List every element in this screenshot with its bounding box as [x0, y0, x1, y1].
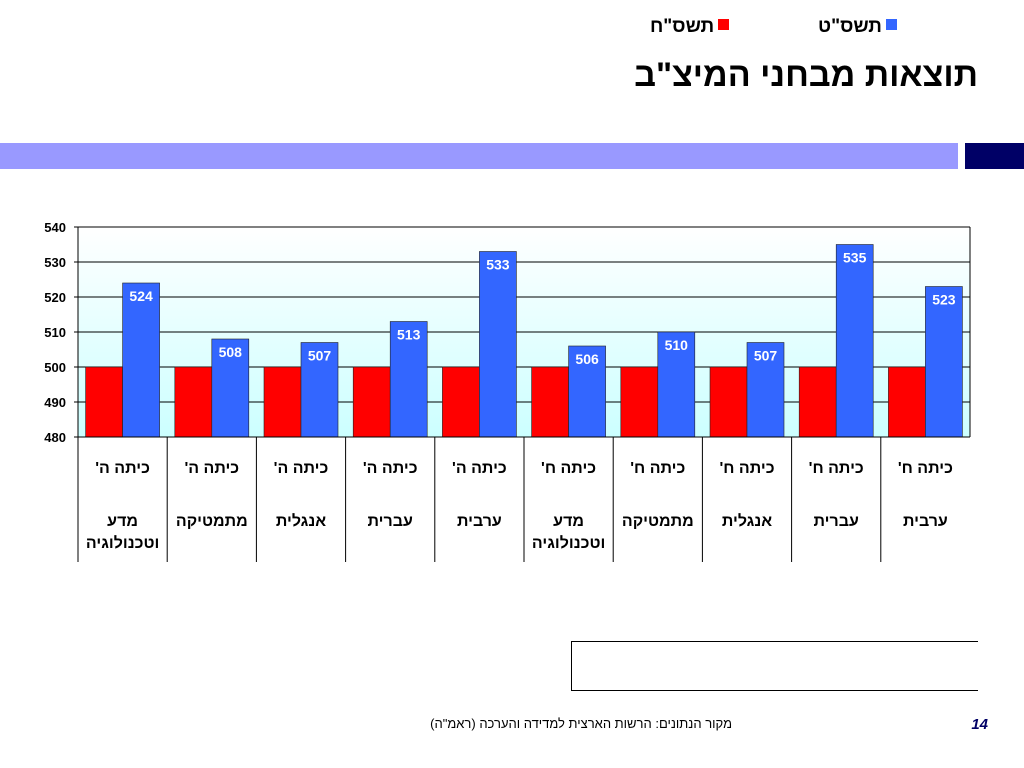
- header-band: [0, 143, 958, 169]
- bar-series-1: [122, 282, 160, 438]
- bar-series-0: [85, 366, 123, 438]
- y-tick-label: 540: [44, 220, 66, 235]
- x-tick-label-subject: ערבית: [903, 513, 948, 530]
- slide-title: תוצאות מבחני המיצ"ב: [634, 56, 978, 94]
- x-tick-label-grade: כיתה ח': [809, 460, 864, 477]
- header-band-accent: [965, 143, 1024, 169]
- data-label: 533: [486, 257, 510, 273]
- data-label: 508: [219, 344, 243, 360]
- bar-series-0: [352, 366, 391, 438]
- bar-series-1: [300, 342, 339, 438]
- x-tick-label-grade: כיתה ה': [274, 460, 329, 477]
- legend-swatch-series-0: [718, 19, 730, 31]
- bar-series-0: [888, 366, 926, 438]
- x-tick-label-grade: כיתה ח': [719, 460, 774, 477]
- bar-series-1: [657, 331, 696, 438]
- bar-series-1: [835, 244, 874, 438]
- bar-series-0: [263, 366, 302, 438]
- x-tick-label-grade: כיתה ה': [363, 460, 418, 477]
- x-tick-label-subject: עברית: [814, 513, 859, 530]
- x-tick-label-subject: עברית: [368, 513, 413, 530]
- data-label: 523: [932, 292, 956, 308]
- bar-series-0: [442, 366, 480, 438]
- bar-series-0: [620, 366, 659, 438]
- x-tick-label-subject: מתמטיקה: [176, 513, 248, 530]
- bar-series-0: [174, 366, 213, 438]
- x-tick-label-grade: כיתה ח': [898, 460, 953, 477]
- bar-chart: 480 490 500 510 520 530 540 524 508 507 513 533 506 5…: [44, 220, 971, 562]
- data-label: 513: [397, 327, 421, 343]
- data-label: 535: [843, 250, 867, 266]
- x-tick-label-subject: מדע: [553, 513, 584, 530]
- bar-series-0: [531, 366, 569, 438]
- legend-label-series-1: תשס"ט: [818, 16, 882, 37]
- x-tick-label-subject: אנגלית: [722, 512, 772, 530]
- y-tick-label: 510: [44, 325, 66, 340]
- bar-series-1: [746, 342, 785, 438]
- data-label: 507: [308, 348, 332, 364]
- legend-item-series-1: תשס"ט: [818, 16, 897, 38]
- y-tick-label: 530: [44, 255, 66, 270]
- data-label: 524: [129, 288, 153, 304]
- legend-label-series-0: תשס"ח: [650, 16, 715, 37]
- x-tick-label-subject: ערבית: [457, 513, 502, 530]
- bar-series-1: [389, 321, 428, 438]
- x-tick-label-grade: כיתה ח': [541, 460, 596, 477]
- bar-series-1: [568, 345, 606, 438]
- y-tick-label: 500: [44, 360, 66, 375]
- x-tick-label-subject: וטכנולוגיה: [86, 534, 159, 552]
- bar-series-1: [925, 286, 963, 438]
- data-label: 507: [754, 348, 778, 364]
- x-tick-label-subject: וטכנולוגיה: [532, 534, 605, 552]
- x-tick-label-grade: כיתה ה': [95, 460, 150, 477]
- bar-series-1: [479, 251, 517, 438]
- chart-legend: [571, 641, 978, 691]
- source-note: מקור הנתונים: הרשות הארצית למדידה והערכה…: [430, 716, 732, 731]
- x-tick-label-subject: אנגלית: [276, 512, 326, 530]
- x-tick-label-subject: מתמטיקה: [622, 513, 694, 530]
- y-tick-label: 490: [44, 395, 66, 410]
- x-tick-label-grade: כיתה ח': [630, 460, 685, 477]
- y-tick-label: 520: [44, 290, 66, 305]
- bar-series-0: [798, 366, 837, 438]
- x-tick-label-grade: כיתה ה': [184, 460, 239, 477]
- data-label: 510: [665, 337, 689, 353]
- page-number: 14: [971, 716, 988, 733]
- x-tick-label-subject: מדע: [107, 513, 138, 530]
- y-tick-label: 480: [44, 430, 66, 445]
- x-tick-label-grade: כיתה ה': [452, 460, 507, 477]
- bar-series-0: [709, 366, 748, 438]
- legend-swatch-series-1: [885, 19, 897, 31]
- data-label: 506: [575, 351, 599, 367]
- bar-series-1: [211, 338, 250, 438]
- legend-item-series-0: תשס"ח: [650, 16, 730, 38]
